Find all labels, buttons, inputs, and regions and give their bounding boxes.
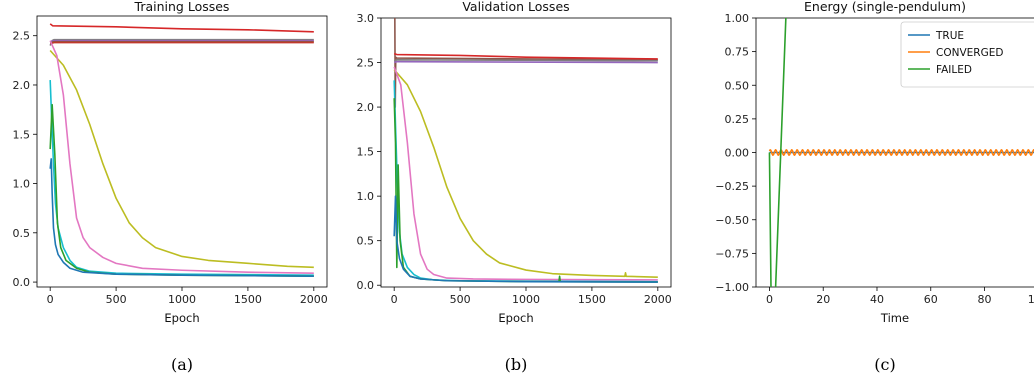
y-tick-label: −0.25 [715,180,749,193]
run-9-series-line [393,195,658,283]
x-tick-label: 500 [450,293,471,306]
y-tick-label: 2.5 [13,30,31,43]
y-tick-label: 0.00 [725,147,750,160]
run-1-series-line [394,18,658,108]
run-2-series-line [393,52,658,60]
series-group [768,18,1034,287]
legend-label: TRUE [935,30,964,42]
x-tick-label: 80 [978,293,992,306]
x-tick-label: 2000 [644,293,672,306]
y-tick-label: 0.0 [13,276,31,289]
x-tick-label: 40 [870,293,884,306]
x-tick-label: 0 [766,293,773,306]
x-tick-label: 0 [391,293,398,306]
run-3-series-line [393,59,658,62]
figure-caption: (b) [505,355,528,374]
legend-label: FAILED [936,64,972,76]
y-tick-label: 0.75 [725,46,750,59]
validation-losses-chart: Validation Losses Epoch (b) 0 500 1000 1500… [357,0,672,374]
y-tick-label: 2.0 [357,101,375,114]
x-tick-label: 500 [106,293,127,306]
x-tick-label: 1000 [168,293,196,306]
x-axis-label: Time [880,311,909,325]
energy-chart: Energy (single-pendulum) Time (c) 0 20 40 6… [715,0,1034,374]
y-tick-label: −1.00 [715,281,749,294]
run-8-series-line [49,80,314,276]
y-tick-label: 0.5 [357,235,375,248]
legend-box [900,21,1034,88]
run-7-series-line [49,40,314,274]
figure-caption: (a) [171,355,193,374]
y-tick-label: −0.50 [715,214,749,227]
x-tick-label: 60 [924,293,938,306]
y-tick-label: 1.0 [357,190,375,203]
x-tick-label: 0 [47,293,54,306]
y-tick-label: 3.0 [357,12,375,25]
x-tick-label: 2000 [300,293,328,306]
y-tick-label: 1.5 [13,128,31,141]
y-tick-label: 2.5 [357,57,375,70]
y-tick-label: 0.25 [725,113,750,126]
training-losses-chart: Training Losses Epoch (a) 0 500 1000 1500 20… [13,0,328,374]
run-9-series-line [49,103,314,277]
run-5-series-line [393,69,658,278]
x-tick-label: 100 [1028,293,1034,306]
failed-series-line [768,18,787,287]
y-tick-label: 1.5 [357,146,375,159]
run-6-series-line [49,49,314,269]
y-tick-label: −0.75 [715,247,749,260]
y-tick-label: 2.0 [13,79,31,92]
x-tick-label: 1500 [234,293,262,306]
x-axis-label: Epoch [164,311,199,325]
run-1-series-line [49,23,314,33]
run-8-series-line [393,98,658,283]
y-tick-label: 0.5 [13,227,31,240]
chart-title: Training Losses [134,0,230,14]
run-10-series-line [49,158,314,277]
converged-series-line [768,149,1034,156]
run-3-series-line [49,39,314,43]
run-4-series-line [393,60,658,64]
y-tick-label: 0.50 [725,79,750,92]
x-tick-label: 1500 [578,293,606,306]
legend-label: CONVERGED [936,47,1003,59]
series-group [393,18,658,283]
y-tick-label: 1.0 [13,178,31,191]
run-5-series-line [49,41,314,45]
x-tick-label: 1000 [512,293,540,306]
run-6-series-line [393,66,658,281]
run-7-series-line [393,80,658,283]
x-axis-label: Epoch [498,311,533,325]
x-tick-label: 20 [816,293,830,306]
y-tick-label: 1.00 [725,12,750,25]
chart-title: Energy (single-pendulum) [804,0,966,14]
chart-title: Validation Losses [462,0,569,14]
plot-frame [36,15,328,288]
y-tick-label: 0.0 [357,279,375,292]
figure-caption: (c) [874,355,895,374]
series-group [49,23,314,277]
